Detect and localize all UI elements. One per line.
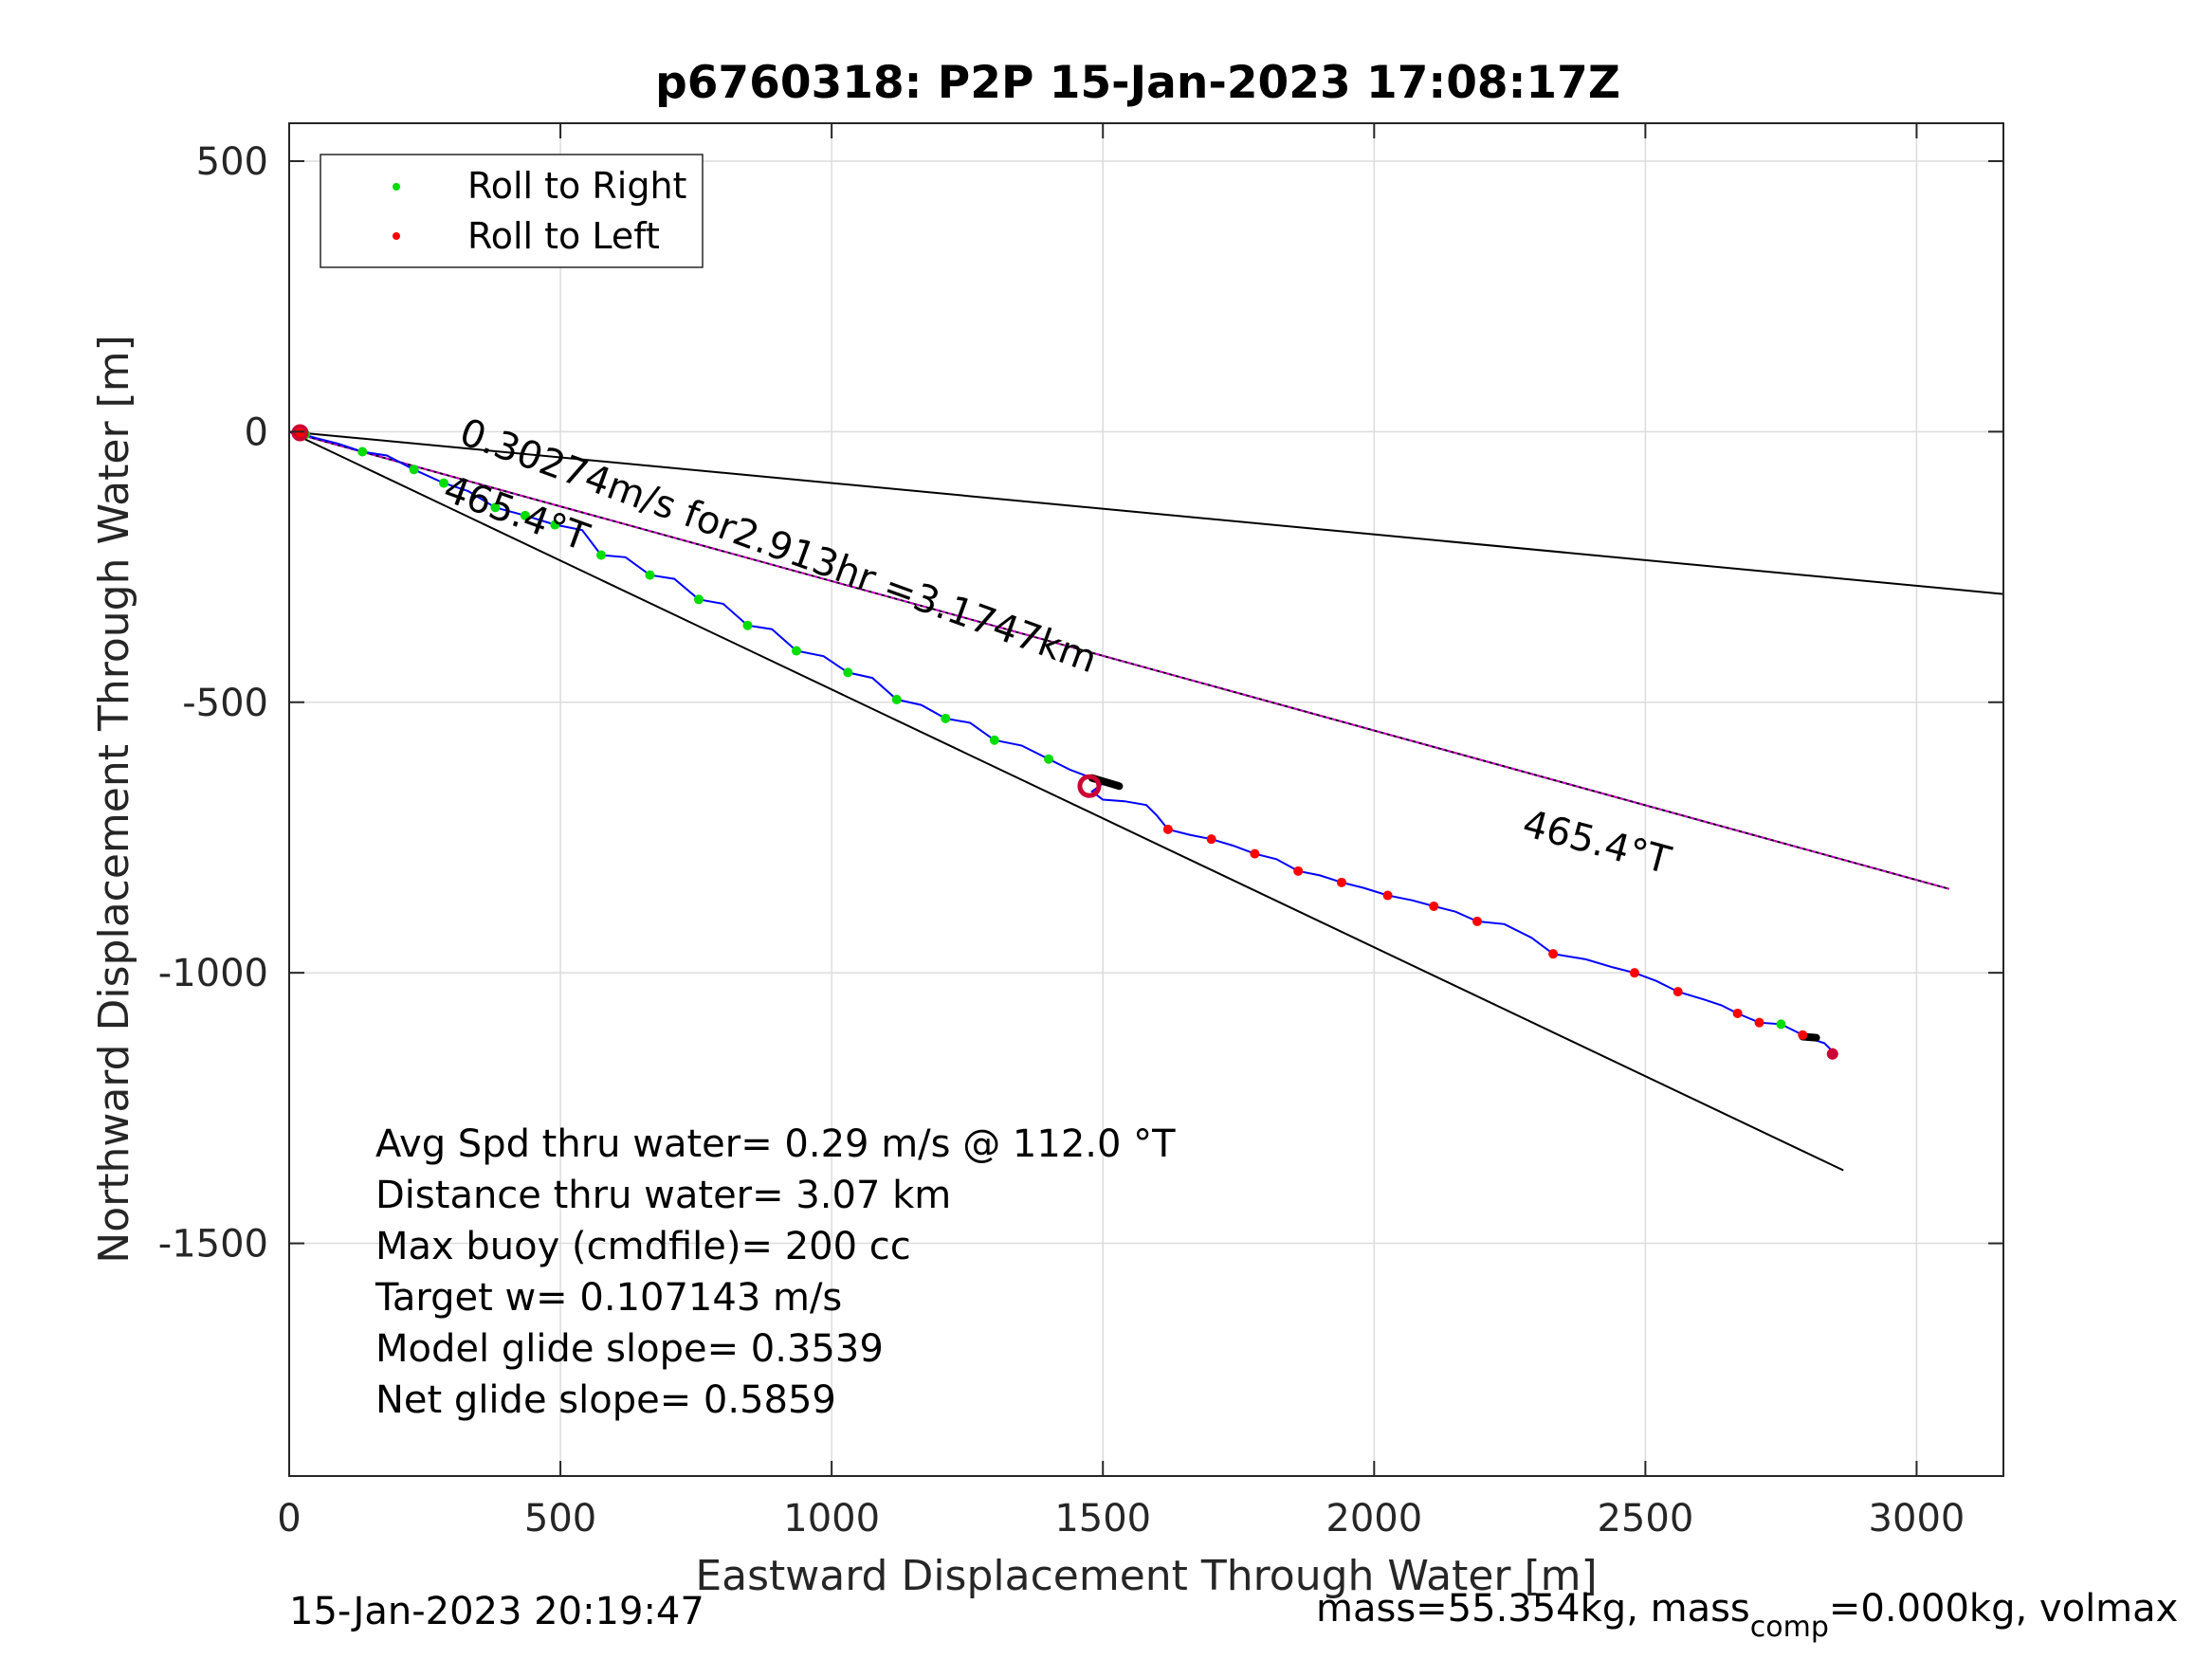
stats-line: Net glide slope= 0.5859 [375,1378,836,1422]
course-line-magenta [289,430,1950,890]
roll-left-point [1798,1030,1808,1040]
loiter-marker [1077,774,1102,798]
start-marker [291,424,309,442]
footer-mass-a: mass=55.354kg, mass [1316,1587,1750,1631]
y-axis-label: Northward Displacement Through Water [m] [90,335,138,1263]
legend-marker-roll-right [393,183,400,191]
x-tick-label: 0 [277,1497,301,1540]
roll-right-point [490,502,501,513]
y-tick-label: 0 [245,410,268,454]
footer-mass-b: =0.000kg, volmax [1829,1587,2178,1631]
y-tick-label: -500 [182,682,268,725]
roll-right-point [742,620,753,630]
roll-right-point [791,646,801,656]
roll-right-point [595,550,606,560]
roll-right-point [1044,754,1054,764]
roll-right-point [645,570,655,580]
footer-mass: mass=55.354kg, masscomp=0.000kg, volmax [1316,1587,2178,1644]
roll-right-point [891,694,902,704]
legend-marker-roll-left [393,232,400,240]
roll-left-point [1336,877,1346,887]
roll-right-point [941,713,951,723]
stats-line: Model glide slope= 0.3539 [375,1327,884,1371]
legend-box [320,154,704,268]
roll-left-point [1673,987,1683,997]
y-tick-label: 500 [196,140,268,184]
reference-line-lower [289,430,1844,1172]
roll-left-point [1250,848,1260,859]
roll-left-point [295,428,305,438]
stats-line: Max buoy (cmdfile)= 200 cc [375,1225,911,1268]
roll-right-point [409,465,419,475]
footer-date: 15-Jan-2023 20:19:47 [289,1590,704,1633]
x-tick-label: 1500 [1054,1497,1151,1540]
roll-left-point [1754,1017,1764,1028]
roll-right-point [520,510,530,520]
x-tick-label: 500 [524,1497,596,1540]
roll-left-point [1429,901,1439,911]
stats-block: Avg Spd thru water= 0.29 m/s @ 112.0 °T … [375,1122,1176,1422]
plot-area [289,123,2003,1476]
stats-line: Distance thru water= 3.07 km [375,1174,951,1217]
stats-line: Avg Spd thru water= 0.29 m/s @ 112.0 °T [375,1122,1176,1166]
x-tick-label: 2500 [1597,1497,1693,1540]
legend-label-roll-left: Roll to Left [467,215,660,257]
axis-ticks: 0 500 1000 1500 2000 2500 3000 500 0 -500 -1000 -15… [158,123,2003,1540]
roll-left-point [1629,968,1639,978]
roll-right-point [989,735,999,745]
roll-right-point [439,478,449,488]
roll-right-point [357,447,368,457]
roll-right-point [550,520,560,530]
grid-lines [288,123,2003,1476]
axes-box [288,122,2004,1477]
series-layer [289,424,2003,1172]
x-axis-label: Eastward Displacement Through Water [m] [695,1552,1597,1600]
roll-left-point [1162,824,1173,834]
y-tick-label: -1500 [158,1223,268,1267]
roll-left-point [1472,916,1483,926]
end-marker [1826,1048,1838,1060]
legend: Roll to Right Roll to Left [320,154,704,268]
x-tick-label: 3000 [1869,1497,1965,1540]
footer-mass-sub: comp [1750,1611,1829,1644]
legend-label-roll-right: Roll to Right [467,165,686,207]
roll-left-point [1206,834,1216,845]
glider-track [289,430,1837,1055]
roll-right-point [693,594,704,605]
roll-left-point [1293,866,1304,876]
roll-left-point [1548,949,1559,959]
roll-right-point [843,667,853,678]
roll-right-point [1776,1019,1786,1030]
chart-title: p6760318: P2P 15-Jan-2023 17:08:17Z [655,57,1620,109]
roll-left-point [1382,890,1393,901]
stats-line: Target w= 0.107143 m/s [375,1276,842,1320]
roll-left-point [1732,1008,1743,1018]
y-tick-label: -1000 [158,952,268,995]
reference-line-upper [289,430,2003,595]
x-tick-label: 2000 [1325,1497,1422,1540]
x-tick-label: 1000 [783,1497,880,1540]
